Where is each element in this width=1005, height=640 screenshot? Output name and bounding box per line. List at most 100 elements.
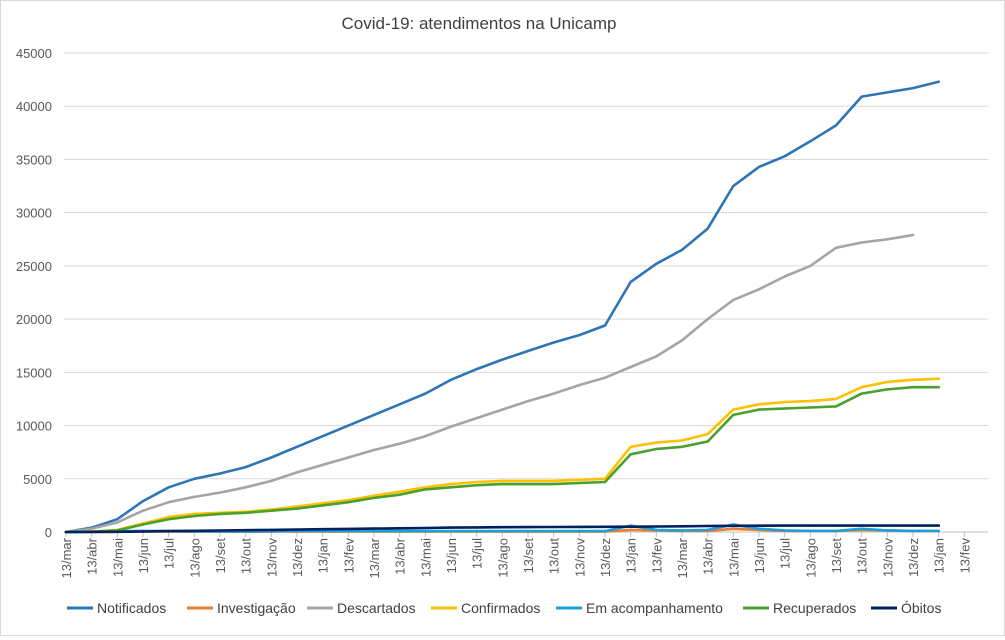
data-point <box>295 528 299 531</box>
x-tick-label: 13/set <box>829 538 844 574</box>
data-point <box>629 525 632 528</box>
data-point <box>629 280 632 284</box>
data-point <box>706 317 709 321</box>
data-point <box>937 529 940 533</box>
data-point <box>347 527 350 531</box>
data-point <box>398 493 401 496</box>
data-point <box>886 380 889 384</box>
data-point <box>295 445 299 448</box>
series-confirmados <box>64 377 940 534</box>
data-point <box>501 479 504 483</box>
data-point <box>167 515 170 519</box>
data-point <box>321 504 324 507</box>
data-point <box>937 524 940 527</box>
data-point <box>295 505 299 508</box>
data-point <box>937 386 940 389</box>
data-point <box>424 526 427 530</box>
x-tick-label: 13/mai <box>418 538 433 577</box>
data-point <box>449 378 453 381</box>
data-point <box>937 377 940 380</box>
series-lines <box>64 80 940 534</box>
data-point <box>680 525 684 528</box>
data-point <box>783 275 786 278</box>
data-point <box>424 488 427 491</box>
data-point <box>193 477 196 480</box>
legend-label: Notificados <box>97 600 166 616</box>
x-tick-label: 13/mar <box>675 537 690 578</box>
data-point <box>321 463 324 467</box>
data-point <box>834 529 838 533</box>
legend-label: Descartados <box>337 600 416 616</box>
data-point <box>552 529 555 533</box>
data-point <box>603 324 607 327</box>
data-point <box>911 386 915 389</box>
data-point <box>321 435 324 438</box>
data-point <box>501 408 504 411</box>
data-point <box>655 355 658 358</box>
data-point <box>552 525 555 529</box>
data-point <box>501 358 504 361</box>
x-tick-label: 13/jun <box>136 538 151 573</box>
legend-label: Recuperados <box>773 600 856 616</box>
data-point <box>680 529 684 532</box>
data-point <box>244 511 247 514</box>
data-point <box>578 333 581 337</box>
data-point <box>578 529 581 533</box>
data-point <box>193 512 196 516</box>
data-point <box>193 529 196 532</box>
data-point <box>603 376 607 379</box>
series-recuperados <box>64 385 940 534</box>
data-point <box>90 530 93 534</box>
data-point <box>526 525 530 529</box>
data-point <box>732 527 735 530</box>
data-point <box>449 529 453 533</box>
series-notificados <box>64 80 940 534</box>
data-point <box>295 471 299 474</box>
x-tick-label: 13/jan <box>624 538 639 573</box>
data-point <box>809 399 812 403</box>
chart-title: Covid-19: atendimentos na Unicamp <box>342 14 617 33</box>
data-point <box>398 442 401 445</box>
data-point <box>783 155 786 158</box>
series-line <box>64 377 940 534</box>
data-point <box>449 486 453 489</box>
data-point <box>167 501 170 504</box>
x-tick-label: 13/jun <box>752 538 767 573</box>
data-point <box>860 524 863 527</box>
data-point <box>552 479 555 483</box>
data-point <box>424 435 427 438</box>
x-tick-label: 13/out <box>547 538 562 575</box>
data-point <box>937 80 940 83</box>
data-point <box>783 529 786 532</box>
data-point <box>706 440 709 443</box>
data-point <box>424 529 427 533</box>
x-tick-label: 13/fev <box>649 538 664 574</box>
data-point <box>218 512 222 516</box>
data-point <box>347 498 350 502</box>
x-tick-label: 13/jan <box>932 538 947 573</box>
data-point <box>116 530 119 533</box>
data-point <box>578 481 581 485</box>
x-tick-label: 13/jul <box>778 538 793 569</box>
data-point <box>501 482 504 486</box>
data-point <box>116 518 119 521</box>
y-tick-label: 5000 <box>23 472 52 487</box>
data-point <box>886 529 889 532</box>
series-descartados <box>64 233 915 534</box>
data-point <box>886 388 889 391</box>
data-point <box>475 526 478 529</box>
data-point <box>475 480 478 484</box>
data-point <box>372 448 376 452</box>
x-tick-label: 13/jul <box>470 538 485 569</box>
legend-item: Notificados <box>67 600 166 616</box>
data-point <box>475 416 478 420</box>
data-point <box>911 86 915 90</box>
data-point <box>244 529 247 532</box>
data-point <box>860 392 863 395</box>
data-point <box>603 525 607 528</box>
x-tick-label: 13/fev <box>341 538 356 574</box>
data-point <box>526 529 530 533</box>
data-point <box>552 482 555 486</box>
legend-label: Investigação <box>217 600 296 616</box>
data-point <box>809 264 812 268</box>
